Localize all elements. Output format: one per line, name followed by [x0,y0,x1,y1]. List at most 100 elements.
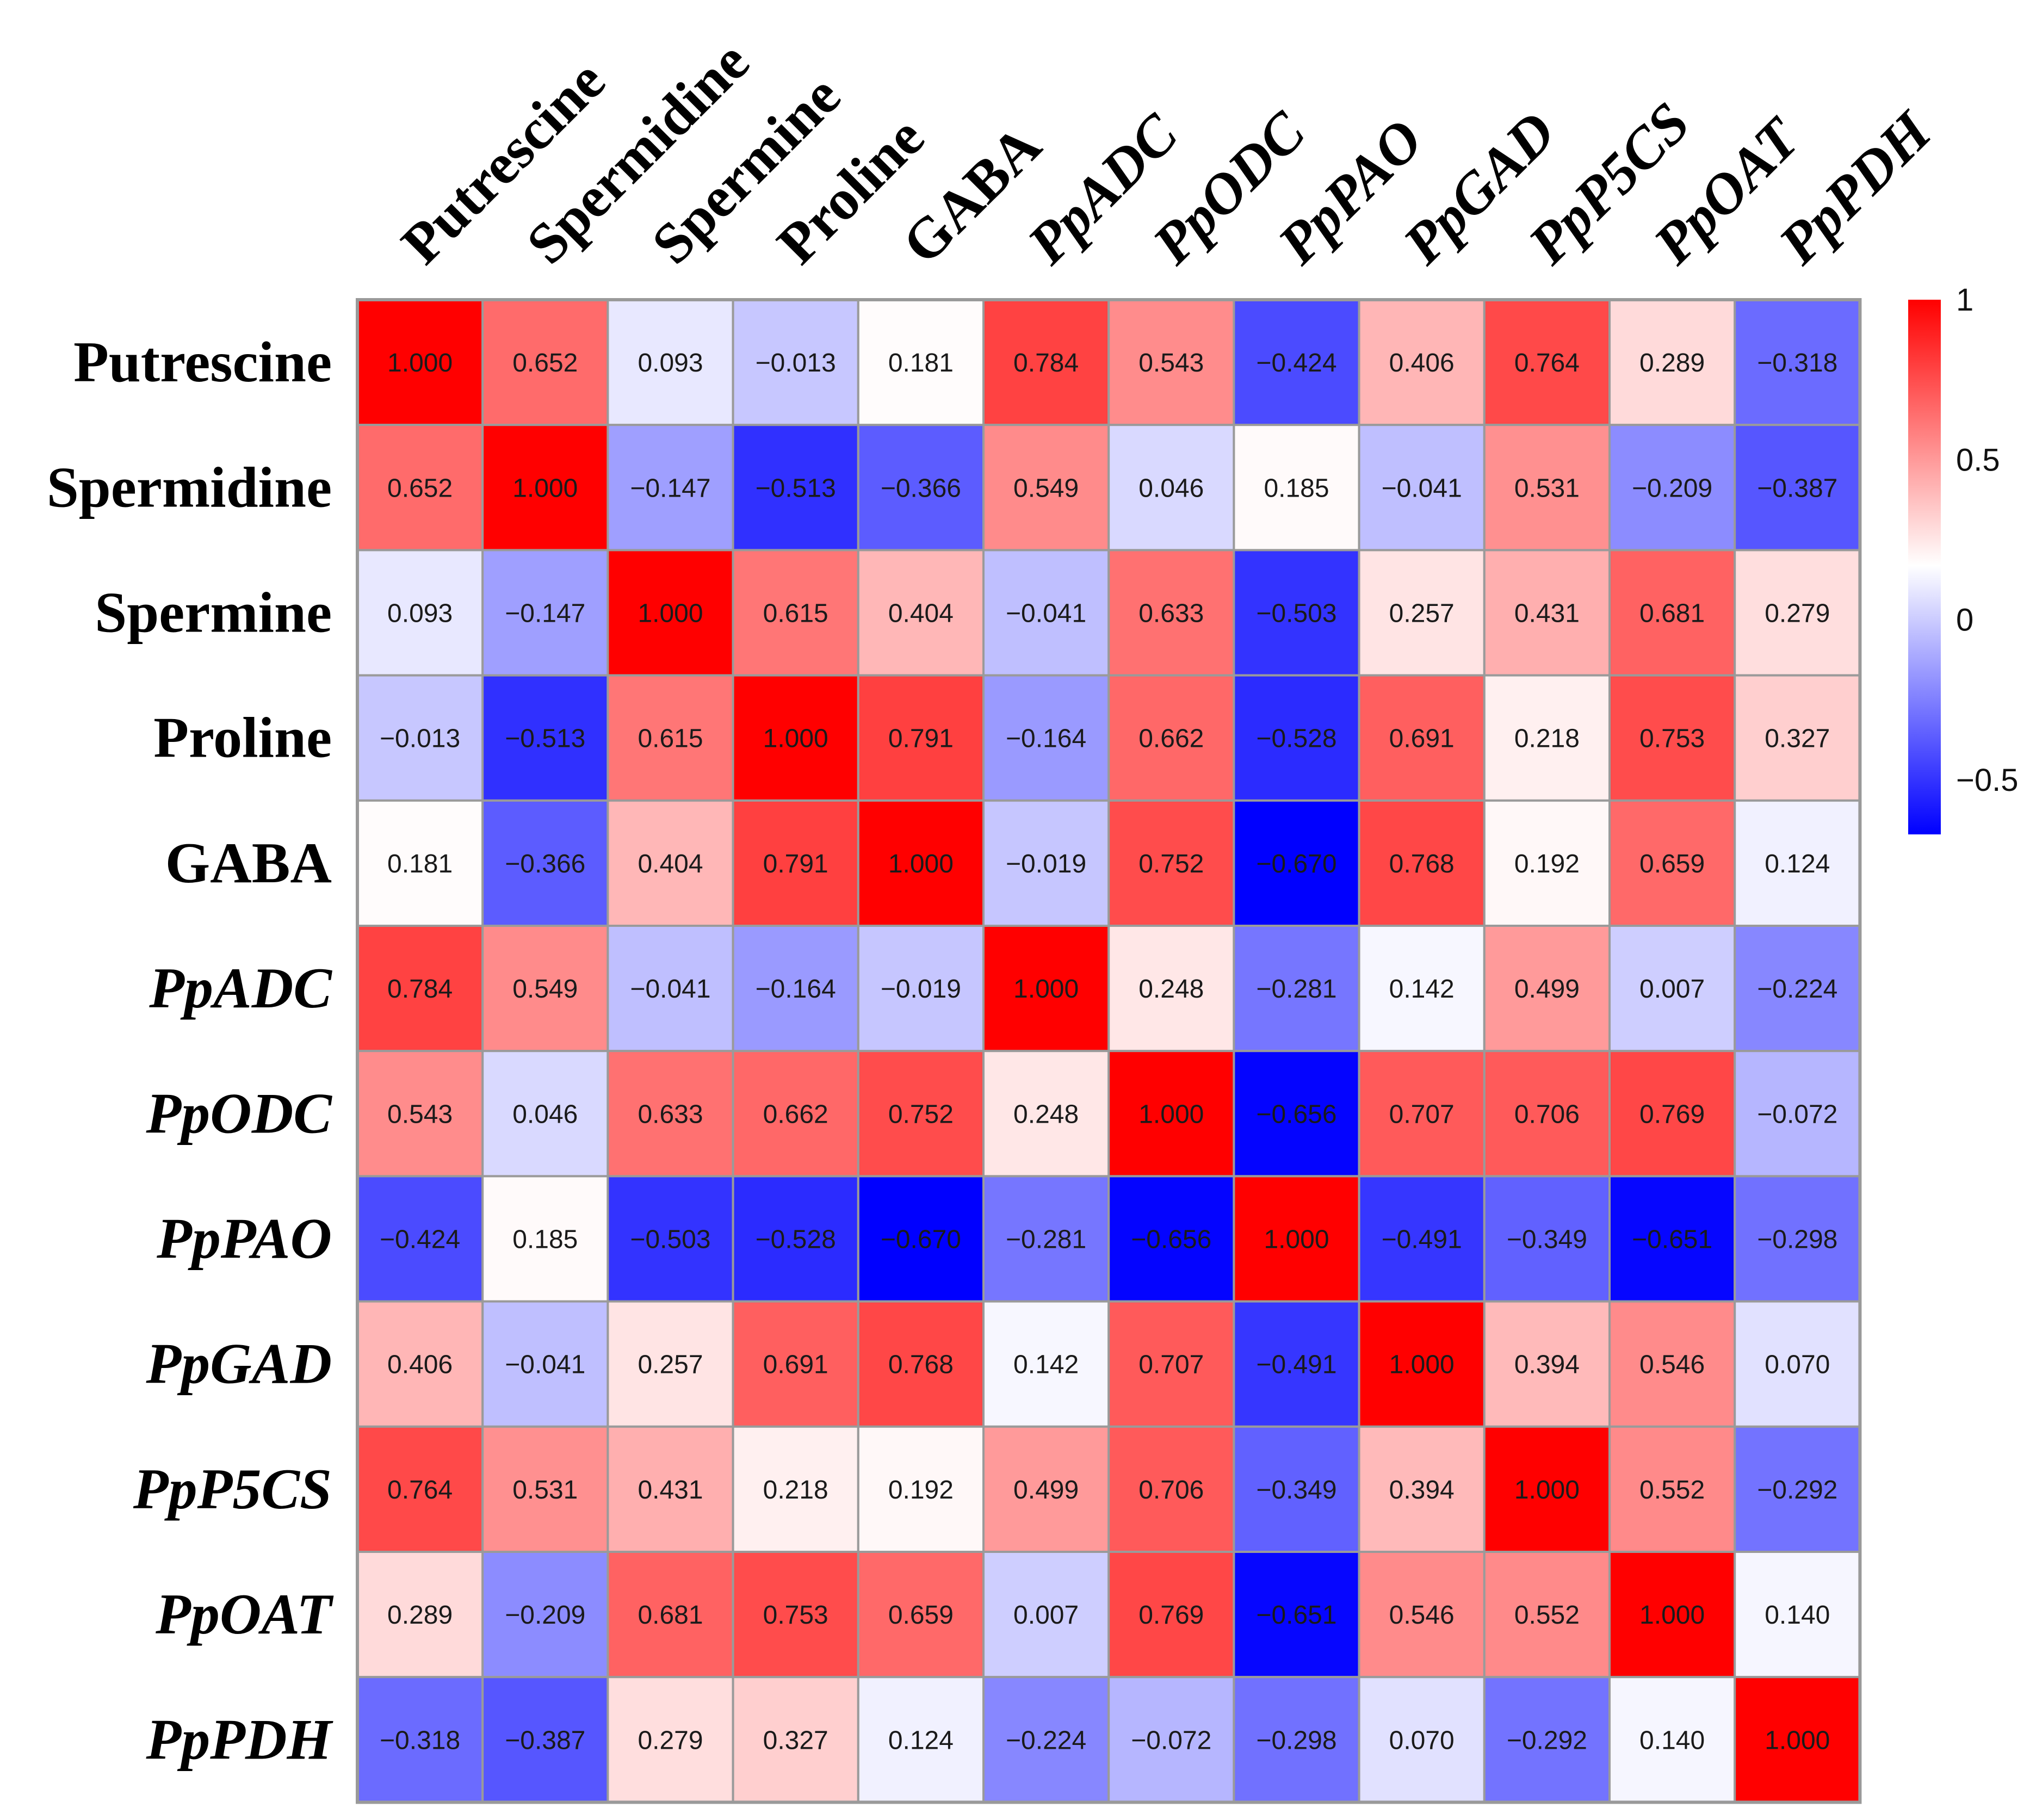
cell-value-label: −0.670 [1256,850,1336,878]
cell-value-label: 0.394 [1514,1351,1580,1379]
cell-value-label: 0.140 [1639,1726,1705,1755]
colorbar-tick-label: −0.5 [1956,763,2019,798]
heatmap-cell [1483,674,1611,802]
row-label: Proline [153,706,332,770]
heatmap-cell [1483,925,1611,1053]
cell-value-label: −0.224 [1006,1726,1086,1755]
heatmap-cell [356,674,484,802]
cell-value-label: 0.070 [1389,1726,1455,1755]
cell-value-label: −0.528 [1256,725,1336,753]
row-label: PpP5CS [133,1457,332,1521]
cell-value-label: −0.281 [1256,975,1336,1004]
heatmap-cell [857,1425,985,1553]
heatmap-cell [857,1050,985,1178]
cell-value-label: −0.656 [1131,1225,1211,1254]
cell-value-label: −0.072 [1131,1726,1211,1755]
cell-value-label: 0.431 [1514,599,1580,628]
colorbar-tick-label: 0 [1956,603,1973,638]
cell-value-label: 0.791 [888,725,954,753]
heatmap-cell [607,549,734,677]
heatmap-cell [1107,1050,1235,1178]
cell-value-label: 0.406 [387,1351,453,1379]
cell-value-label: 0.531 [1514,474,1580,503]
cell-value-label: 0.093 [638,349,703,377]
cell-value-label: −0.366 [881,474,961,503]
heatmap-cell [1734,1050,1861,1178]
cell-value-label: −0.292 [1507,1726,1587,1755]
cell-value-label: −0.209 [505,1601,585,1630]
cell-value-label: 0.615 [638,725,703,753]
heatmap-cell [1107,424,1235,552]
heatmap-cell [732,549,859,677]
cell-value-label: 0.431 [638,1476,703,1505]
heatmap-cell [481,1425,609,1553]
heatmap-cell [857,424,985,552]
cell-value-label: −0.041 [1382,474,1462,503]
cell-value-label: 0.706 [1138,1476,1204,1505]
cell-value-label: 0.681 [638,1601,703,1630]
cell-value-label: 0.764 [1514,349,1580,377]
heatmap-cell [982,424,1110,552]
heatmap-cell [982,1050,1110,1178]
colorbar-tick-label: 1 [1956,282,1973,318]
row-labels: Putrescine Spermidine Spermine Proline GABA P… [47,330,334,1771]
cell-value-label: 0.327 [763,1726,828,1755]
cell-value-label: 0.046 [1138,474,1204,503]
row-label: GABA [165,831,332,895]
heatmap-cell [607,1300,734,1428]
heatmap-cell [607,674,734,802]
cell-value-label: 0.404 [638,850,703,878]
cell-value-label: 1.000 [387,349,453,377]
cell-value-label: −0.318 [1757,349,1837,377]
cell-value-label: 0.192 [888,1476,954,1505]
cell-value-label: −0.147 [505,599,585,628]
heatmap-cell [356,299,484,426]
heatmap-cell [1734,1175,1861,1303]
cell-value-label: 0.404 [888,599,954,628]
heatmap-cell [1358,925,1486,1053]
heatmap-cell [1608,1175,1736,1303]
heatmap-cell [1608,1050,1736,1178]
cell-value-label: 0.142 [1389,975,1455,1004]
heatmap-cell [1734,1300,1861,1428]
cell-value-label: 0.406 [1389,349,1455,377]
cell-value-label: 0.289 [1639,349,1705,377]
cell-value-label: −0.041 [630,975,710,1004]
heatmap-cell [982,799,1110,927]
cell-value-label: 0.752 [888,1100,954,1129]
row-label: PpPAO [156,1207,332,1271]
heatmap-cell [607,1175,734,1303]
cell-value-label: −0.503 [1256,599,1336,628]
heatmap-cell [1107,549,1235,677]
heatmap-cell [1358,1551,1486,1679]
heatmap-cell [356,1300,484,1428]
heatmap-cell [1483,299,1611,426]
cell-value-label: 1.000 [512,474,578,503]
cell-value-label: 0.257 [1389,599,1455,628]
row-label: PpOAT [155,1582,334,1646]
heatmap-cell [1608,1425,1736,1553]
heatmap-cell [1358,424,1486,552]
cell-value-label: 0.142 [1013,1351,1079,1379]
cell-value-label: 1.000 [1138,1100,1204,1129]
heatmap-cell [356,925,484,1053]
cell-value-label: −0.281 [1006,1225,1086,1254]
cell-value-label: 0.791 [763,850,828,878]
cell-value-label: 0.659 [1639,850,1705,878]
cell-value-label: 0.768 [1389,850,1455,878]
cell-value-label: 0.552 [1639,1476,1705,1505]
heatmap-cell [732,1175,859,1303]
heatmap-cell [857,1175,985,1303]
column-labels: PutrescineSpermidineSpermineProlineGABAP… [389,29,1945,276]
heatmap-cell [732,1050,859,1178]
heatmap-cell [481,1551,609,1679]
heatmap-cell [1734,1551,1861,1679]
cell-value-label: 0.546 [1639,1351,1705,1379]
cell-value-label: 0.769 [1138,1601,1204,1630]
cell-value-label: 0.289 [387,1601,453,1630]
cell-value-label: 0.549 [512,975,578,1004]
colorbar-gradient [1908,300,1941,834]
heatmap-cell [1107,1676,1235,1804]
heatmap-cell [1233,1300,1360,1428]
